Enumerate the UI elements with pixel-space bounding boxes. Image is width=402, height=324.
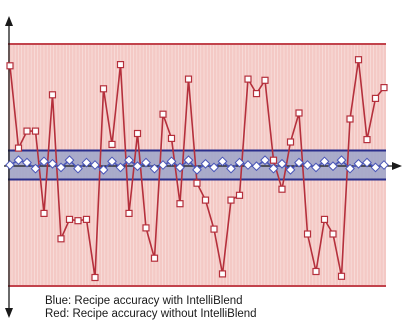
red-series-point-4 bbox=[40, 209, 48, 217]
blue-series-point-41 bbox=[353, 158, 364, 169]
blue-series-point-35 bbox=[302, 160, 313, 170]
red-series-point-28 bbox=[244, 75, 252, 83]
blue-series-point-44 bbox=[379, 160, 389, 170]
blue-series-point-43 bbox=[370, 162, 381, 173]
red-series-point-3 bbox=[31, 127, 40, 135]
blue-series-point-31 bbox=[268, 163, 279, 174]
blue-series-point-37 bbox=[319, 156, 330, 167]
blue-series-point-12 bbox=[107, 156, 117, 167]
caption-blue-series: Blue: Recipe accuracy with IntelliBlend bbox=[45, 295, 243, 307]
blue-series-point-42 bbox=[362, 157, 372, 168]
red-series-point-34 bbox=[295, 109, 303, 117]
red-series-point-26 bbox=[227, 196, 235, 204]
blue-series-point-15 bbox=[132, 161, 143, 172]
red-series-point-30 bbox=[261, 76, 269, 84]
blue-series-point-39 bbox=[336, 155, 347, 166]
red-series-point-27 bbox=[235, 191, 244, 199]
blue-series-point-34 bbox=[294, 157, 304, 168]
red-series-point-42 bbox=[363, 136, 371, 144]
red-series-point-10 bbox=[91, 273, 99, 282]
blue-series-point-22 bbox=[192, 164, 202, 175]
blue-series-point-36 bbox=[311, 162, 321, 173]
red-series-point-36 bbox=[312, 267, 320, 276]
red-series-point-5 bbox=[48, 91, 57, 99]
blue-series-point-33 bbox=[285, 164, 296, 175]
blue-series-point-30 bbox=[260, 155, 270, 166]
red-series-point-17 bbox=[150, 254, 159, 262]
red-series-point-40 bbox=[346, 115, 354, 123]
red-series-point-44 bbox=[380, 83, 388, 92]
blue-series-point-11 bbox=[98, 164, 109, 175]
red-series-point-16 bbox=[142, 224, 150, 232]
blue-series-point-21 bbox=[183, 155, 194, 166]
red-series-point-2 bbox=[23, 127, 31, 135]
red-series-point-0 bbox=[6, 62, 14, 70]
red-series-point-35 bbox=[303, 230, 312, 238]
blue-series-point-18 bbox=[158, 160, 168, 170]
x-axis-arrow-icon bbox=[392, 162, 402, 170]
red-series-point-39 bbox=[337, 272, 346, 280]
blue-series-point-8 bbox=[73, 163, 83, 174]
red-series-point-25 bbox=[218, 270, 227, 278]
red-series-point-38 bbox=[329, 230, 337, 238]
red-series-point-15 bbox=[133, 129, 142, 138]
red-series-point-14 bbox=[125, 209, 133, 217]
blue-series-point-26 bbox=[226, 163, 236, 174]
blue-series-point-23 bbox=[200, 158, 211, 169]
caption-red-series: Red: Recipe accuracy without IntelliBlen… bbox=[45, 308, 257, 320]
red-series-point-32 bbox=[278, 185, 286, 193]
red-series-point-12 bbox=[108, 140, 116, 148]
red-series-point-21 bbox=[184, 75, 193, 83]
red-series-point-37 bbox=[320, 215, 329, 223]
red-series-point-18 bbox=[159, 110, 167, 118]
blue-series bbox=[5, 155, 389, 175]
blue-series-point-0 bbox=[5, 160, 15, 170]
red-series-point-19 bbox=[167, 134, 176, 142]
red-series-point-43 bbox=[371, 94, 380, 103]
blue-series-point-29 bbox=[251, 161, 262, 172]
red-series-point-22 bbox=[193, 179, 201, 187]
red-series-point-29 bbox=[252, 89, 261, 98]
blue-series-point-17 bbox=[149, 163, 160, 174]
blue-series-point-38 bbox=[328, 161, 338, 172]
blue-series-point-28 bbox=[243, 160, 253, 170]
blue-series-point-3 bbox=[30, 163, 41, 174]
red-series-point-7 bbox=[65, 215, 74, 223]
blue-series-point-40 bbox=[345, 163, 355, 174]
blue-series-point-2 bbox=[22, 157, 32, 168]
blue-series-point-10 bbox=[90, 160, 100, 170]
blue-series-point-7 bbox=[64, 155, 75, 166]
red-series bbox=[6, 56, 388, 282]
red-series-point-8 bbox=[74, 217, 82, 225]
blue-series-point-14 bbox=[124, 155, 134, 166]
red-series-point-6 bbox=[57, 235, 65, 243]
blue-series-point-20 bbox=[175, 162, 185, 173]
blue-series-point-4 bbox=[39, 156, 49, 167]
blue-series-point-19 bbox=[166, 156, 177, 167]
red-series-point-1 bbox=[14, 144, 23, 152]
red-series-point-20 bbox=[176, 200, 184, 208]
y-axis-arrow-up-icon bbox=[5, 16, 13, 26]
blue-series-point-5 bbox=[47, 158, 58, 169]
y-axis-arrow-down-icon bbox=[5, 308, 13, 318]
blue-series-point-13 bbox=[115, 162, 126, 173]
blue-series-point-9 bbox=[81, 157, 92, 168]
red-series-point-11 bbox=[99, 85, 108, 93]
blue-series-point-27 bbox=[234, 157, 245, 168]
red-series-point-23 bbox=[201, 196, 210, 204]
blue-series-point-16 bbox=[141, 157, 151, 168]
red-series-point-24 bbox=[210, 225, 218, 233]
red-series-point-9 bbox=[82, 215, 91, 223]
blue-series-point-32 bbox=[277, 158, 287, 169]
red-series-point-41 bbox=[354, 56, 363, 64]
red-series-point-31 bbox=[269, 156, 278, 164]
red-series-point-33 bbox=[286, 138, 295, 146]
blue-series-point-24 bbox=[209, 162, 219, 173]
blue-series-point-6 bbox=[56, 162, 66, 173]
red-series-point-13 bbox=[116, 60, 125, 69]
blue-series-point-1 bbox=[13, 155, 24, 166]
blue-series-point-25 bbox=[217, 156, 228, 167]
